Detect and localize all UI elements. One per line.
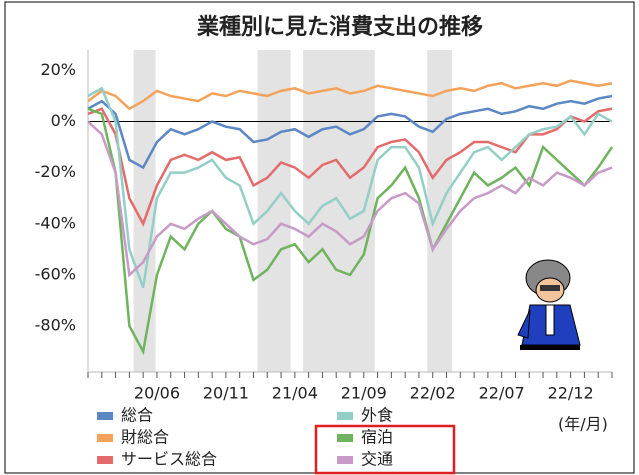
cartoon-figure [517,259,581,350]
x-tick-label: 21/09 [341,384,387,403]
highlight-box [314,424,456,475]
legend-label: 外食 [361,406,393,425]
legend-swatch [337,412,353,420]
y-tick-label: 0% [51,111,76,130]
x-tick-label: 22/07 [479,384,525,403]
y-tick-label: 20% [40,60,76,79]
x-tick-label: 22/12 [548,384,594,403]
legend-label: サービス総合 [121,450,217,469]
chart-title: 業種別に見た消費支出の推移 [197,14,483,40]
series-line [87,120,613,278]
legend-swatch [97,434,113,442]
legend-label: 財総合 [121,428,169,447]
legend-swatch [337,434,353,442]
y-tick-label: -20% [35,162,76,181]
x-tick-label: 21/04 [272,384,318,403]
series-line [87,86,613,289]
series-line [87,94,613,170]
x-tick-label: 20/11 [203,384,249,403]
legend-label: 総合 [121,406,153,425]
legend-swatch [337,456,353,464]
y-tick-label: -80% [35,316,76,335]
legend-label: 宿泊 [361,428,393,447]
legend-swatch [97,412,113,420]
series-line [87,79,613,111]
x-tick-label: 20/06 [134,384,180,403]
legend-label: 交通 [361,450,393,469]
y-tick-label: -60% [35,264,76,283]
shaded-period [133,50,156,372]
x-tick-label: 22/02 [410,384,456,403]
series-line [87,107,614,356]
x-axis-label: (年/月) [558,415,608,434]
legend-swatch [97,456,113,464]
shaded-period [257,50,291,372]
y-tick-label: -40% [35,213,76,232]
